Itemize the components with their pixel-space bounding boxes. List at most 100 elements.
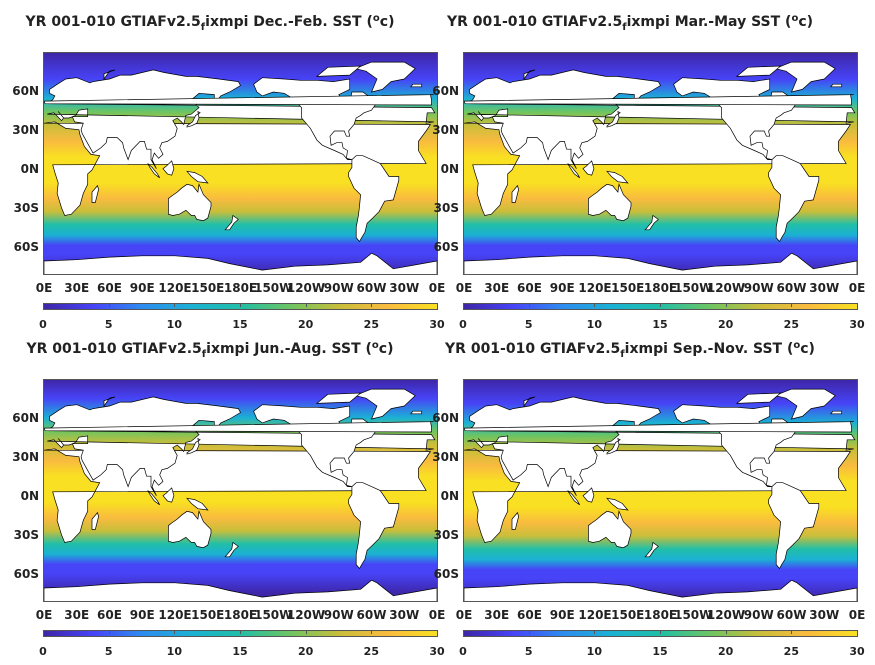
lat-tick-label: 0N [20,489,39,503]
colorbar-tick-label: 25 [363,318,379,331]
colorbar-tick-mark [174,303,176,307]
land-mass [511,511,519,530]
lat-tick-label: 60N [12,84,39,98]
lon-tick-label: 60E [517,608,542,622]
colorbar-tick-mark [463,303,464,307]
lon-tick-label: 120E [158,608,192,622]
land-mass [464,421,854,433]
colorbar-tick-mark [660,303,661,307]
title-sup: o [791,13,799,24]
title-pre: YR 001-010 GTIAFv2.5 [26,341,202,357]
land-mass [348,155,400,243]
land-mass [582,487,595,503]
land-mass [315,65,362,77]
land-mass [735,392,782,404]
lon-tick-label: 90E [549,608,575,622]
lon-tick-label: 30E [484,608,510,622]
lon-tick-label: 0E [35,608,53,622]
lat-tick-label: 30N [12,123,39,137]
lon-tick-label: 90E [549,281,575,295]
title-mid: ixmpi Dec.-Feb. SST ( [205,14,373,30]
lat-tick-label: 30S [13,201,39,215]
land-mass [186,170,209,184]
lon-tick-label: 180E [223,281,258,295]
land-mass [348,482,400,570]
lon-tick-label: 150E [611,608,645,622]
colorbar-tick-mark [43,630,44,634]
lat-tick-label: 0N [440,162,459,176]
land-mass [253,77,378,160]
lon-tick-label: 30W [809,608,840,622]
title-sub: f [200,22,206,33]
lon-tick-label: 120W [286,608,326,622]
lon-tick-label: 30E [64,281,90,295]
land-mass [103,396,116,408]
colorbar-tick-mark [240,303,241,307]
land-mass [644,214,659,231]
lat-tick-label: 60N [432,411,459,425]
panel-title: YR 001-010 GTIAFv2.5fixmpi Dec.-Feb. SST… [0,13,420,33]
lat-tick-label: 60N [432,84,459,98]
colorbar-tick-mark [528,303,530,307]
land-mass [162,160,175,176]
land-mass [103,69,116,81]
lon-tick-label: 30W [389,281,420,295]
land-mass [773,61,836,93]
colorbar-tick-label: 0 [459,645,467,658]
lon-tick-label: 60W [776,608,807,622]
land-mass [735,65,782,77]
colorbar-tick-label: 5 [524,645,533,658]
lat-tick-label: 60N [12,411,39,425]
land-mass [464,396,856,496]
colorbar-tick-label: 0 [39,645,47,658]
title-sup: o [372,13,380,24]
lat-tick-label: 30S [13,528,39,542]
land-mass [464,69,856,169]
land-mass [606,437,621,455]
land-mass [768,482,820,570]
colorbar-tick-mark [305,303,307,307]
title-mid: ixmpi Sep.-Nov. SST ( [624,341,794,357]
lat-tick-label: 30N [432,123,459,137]
title-post: c) [378,341,394,357]
land-mass [588,182,632,222]
land-mass [44,69,436,169]
colorbar-tick-mark [528,630,530,634]
lon-tick-label: 150E [611,281,645,295]
panel-title: YR 001-010 GTIAFv2.5fixmpi Mar.-May SST … [420,13,840,33]
title-mid: ixmpi Jun.-Aug. SST ( [206,341,372,357]
lat-tick-label: 60S [433,567,459,581]
land-mass [353,388,416,420]
colorbar-tick-mark [857,630,858,634]
lat-tick-label: 30N [432,450,459,464]
land-mass [606,110,621,128]
land-mass [773,388,836,420]
land-mass [44,94,434,106]
colorbar-tick-mark [437,630,438,634]
land-mass [523,396,536,408]
colorbar-tick-label: 10 [586,645,602,658]
lat-tick-label: 60S [433,240,459,254]
land-mass [91,184,99,203]
land-mass [253,404,378,487]
land-mass [673,404,798,487]
land-mass [464,94,854,106]
colorbar-tick-mark [857,303,858,307]
lon-tick-label: 150E [191,608,225,622]
land-mass [44,396,436,496]
lon-tick-label: 150W [254,281,293,295]
lon-tick-label: 120W [706,281,746,295]
lon-tick-label: 90W [743,281,774,295]
lon-tick-label: 30W [809,281,840,295]
land-mass [523,69,536,81]
title-post: c) [798,14,814,30]
panel-jja: YR 001-010 GTIAFv2.5fixmpi Jun.-Aug. SST… [0,340,445,665]
colorbar-tick-label: 30 [849,318,865,331]
sst-map [43,52,438,275]
colorbar-tick-label: 20 [298,318,314,331]
lon-tick-label: 60W [356,608,387,622]
land-mass [168,509,212,549]
lon-tick-label: 0E [455,608,473,622]
sst-map [463,379,858,602]
land-mass [673,77,798,160]
